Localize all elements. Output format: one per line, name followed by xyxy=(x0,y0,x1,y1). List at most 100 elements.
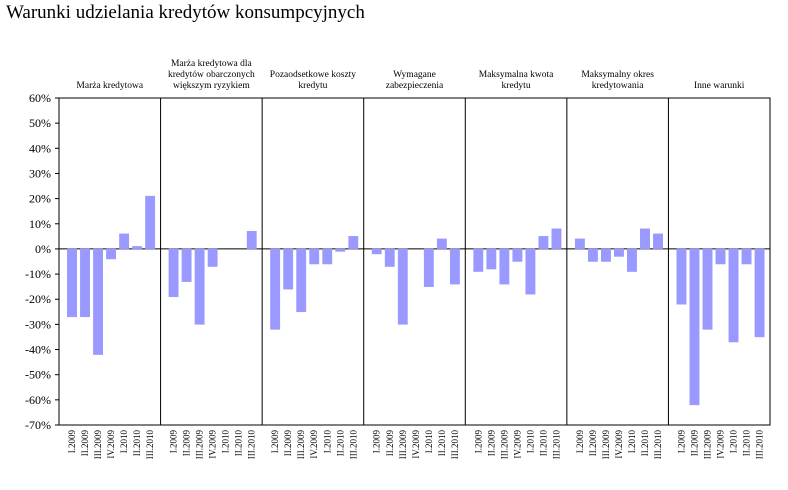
y-tick-label: -70% xyxy=(25,418,51,432)
panel-label: większym ryzykiem xyxy=(173,81,250,91)
bar xyxy=(371,248,382,255)
x-tick-label: III.2010 xyxy=(145,430,155,460)
y-tick-label: 20% xyxy=(29,192,51,206)
x-tick-label: II.2010 xyxy=(742,430,752,457)
bar xyxy=(551,228,562,250)
bar xyxy=(384,248,395,267)
y-tick-label: 60% xyxy=(29,91,51,105)
x-tick-label: II.2009 xyxy=(182,430,192,457)
y-tick-label: -60% xyxy=(25,393,51,407)
x-tick-label: III.2010 xyxy=(348,430,358,460)
x-tick-label: II.2009 xyxy=(80,430,90,457)
x-tick-label: IV.2009 xyxy=(309,430,319,459)
x-tick-label: II.2009 xyxy=(486,430,496,457)
x-tick-label: III.2010 xyxy=(653,430,663,460)
panel-label: kredytu xyxy=(502,81,531,91)
bar xyxy=(194,248,205,325)
bar xyxy=(486,248,497,270)
panel-label: Marża kredytowa dla xyxy=(171,59,252,69)
panel-label: Marża kredytowa xyxy=(76,81,144,91)
x-tick-label: II.2010 xyxy=(234,430,244,457)
bar xyxy=(309,248,320,265)
x-tick-label: I.2010 xyxy=(424,430,434,454)
x-tick-label: II.2009 xyxy=(588,430,598,457)
x-tick-label: IV.2009 xyxy=(411,430,421,459)
x-tick-label: III.2009 xyxy=(398,430,408,460)
x-tick-label: I.2010 xyxy=(322,430,332,454)
bar xyxy=(296,248,307,313)
y-tick-label: 50% xyxy=(29,116,51,130)
x-tick-label: I.2010 xyxy=(525,430,535,454)
bar xyxy=(525,248,536,295)
bar xyxy=(270,248,281,330)
bar xyxy=(653,233,663,250)
x-tick-label: III.2010 xyxy=(450,430,460,460)
y-tick-label: -50% xyxy=(25,368,51,382)
panel-label: kredytowania xyxy=(592,81,644,91)
y-tick-label: 0% xyxy=(35,242,51,256)
bar xyxy=(132,246,143,250)
y-tick-label: 40% xyxy=(29,141,51,155)
panel-label: Inne warunki xyxy=(694,81,745,91)
bar xyxy=(335,248,346,252)
panel-label: Maksymalny okres xyxy=(581,70,654,80)
bar xyxy=(676,248,687,305)
x-tick-label: II.2010 xyxy=(437,430,447,457)
bar xyxy=(574,238,585,250)
x-tick-label: II.2009 xyxy=(689,430,699,457)
bar xyxy=(512,248,523,262)
x-tick-label: IV.2009 xyxy=(614,430,624,459)
x-tick-label: I.2009 xyxy=(372,430,382,454)
bar xyxy=(587,248,598,262)
bar xyxy=(449,248,460,285)
bar xyxy=(715,248,726,265)
bar xyxy=(145,195,156,250)
x-tick-label: I.2009 xyxy=(67,430,77,454)
panel-label: Maksymalna kwota xyxy=(479,70,554,80)
bar xyxy=(640,228,650,250)
panel-label: zabezpieczenia xyxy=(386,81,444,91)
x-tick-label: II.2009 xyxy=(283,430,293,457)
x-tick-label: III.2010 xyxy=(755,430,765,460)
panel-1: Marża kredytowa I.2009 II.2009 III.2009 IV.2… xyxy=(67,81,155,459)
x-tick-label: III.2009 xyxy=(93,430,103,460)
bar xyxy=(499,248,510,285)
x-tick-label: I.2010 xyxy=(729,430,739,454)
x-tick-label: III.2009 xyxy=(601,430,611,460)
x-tick-label: III.2009 xyxy=(296,430,306,460)
bar xyxy=(348,236,359,250)
bar xyxy=(689,248,700,406)
x-tick-label: I.2009 xyxy=(575,430,585,454)
x-tick-label: I.2009 xyxy=(473,430,483,454)
x-tick-label: III.2010 xyxy=(551,430,561,460)
panel-label: Pozaodsetkowe koszty xyxy=(270,70,357,80)
x-tick-label: I.2009 xyxy=(169,430,179,454)
bar xyxy=(283,248,294,290)
x-tick-label: III.2010 xyxy=(247,430,257,460)
y-tick-label: 10% xyxy=(29,217,51,231)
bar xyxy=(207,248,218,267)
x-tick-label: III.2009 xyxy=(702,430,712,460)
panel-7: Inne warunki I.2009 II.2009 III.2009 IV.2009… xyxy=(667,81,765,460)
x-tick-label: I.2010 xyxy=(627,430,637,454)
bar xyxy=(754,248,765,338)
chart-title: Warunki udzielania kredytów konsumpcyjny… xyxy=(6,2,365,23)
bar xyxy=(538,236,549,250)
bar xyxy=(627,248,637,272)
bar xyxy=(397,248,408,325)
y-tick-label: -40% xyxy=(25,343,51,357)
x-tick-label: IV.2009 xyxy=(716,430,726,459)
bar xyxy=(119,233,130,250)
x-tick-label: III.2009 xyxy=(499,430,509,460)
x-tick-label: II.2009 xyxy=(385,430,395,457)
y-tick-label: -20% xyxy=(25,292,51,306)
x-tick-label: II.2010 xyxy=(538,430,548,457)
bar xyxy=(168,248,179,297)
x-tick-label: III.2009 xyxy=(195,430,205,460)
